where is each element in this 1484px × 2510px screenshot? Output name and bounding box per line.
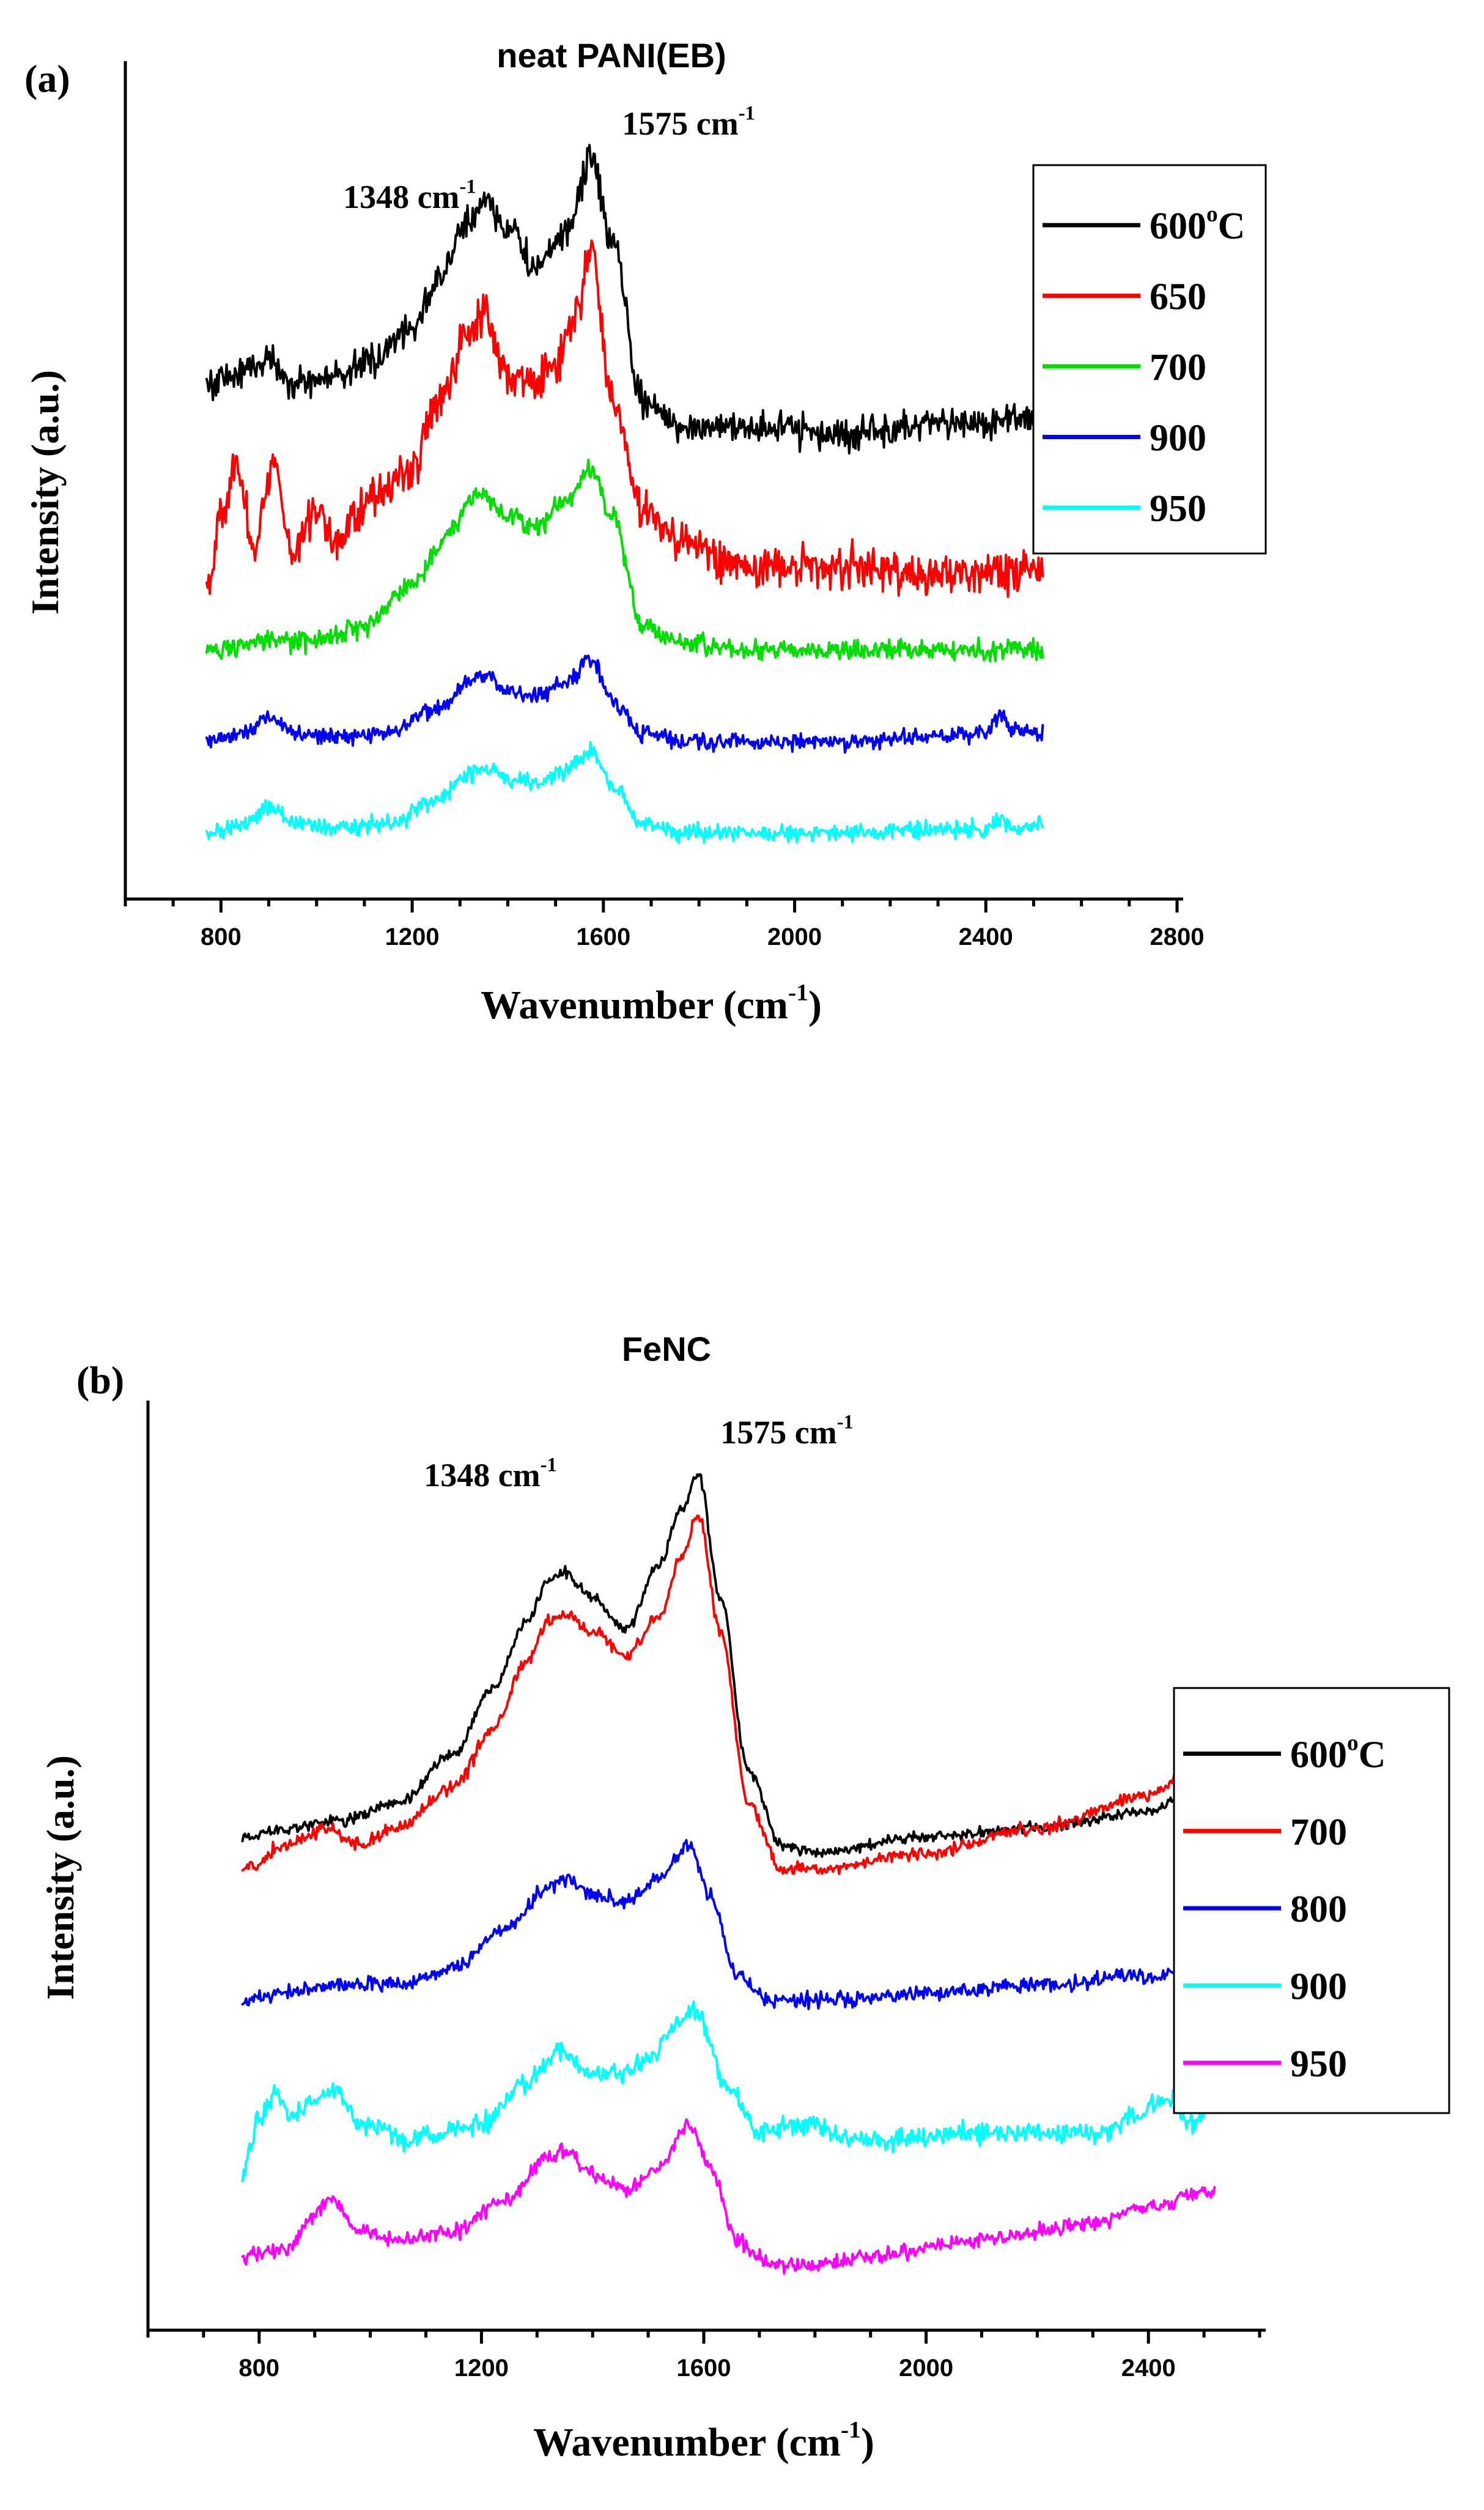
peak-label-1575: 1575 cm-1 <box>720 1412 853 1451</box>
x-axis-title-sup: -1 <box>788 979 808 1005</box>
x-tick-label: 800 <box>201 924 242 950</box>
legend-label-800: 800 <box>1290 1889 1347 1930</box>
series-line-600 <box>205 144 1044 455</box>
panel-a: (a) neat PANI(EB) 800 1200 1600 2000 2400 2800 W… <box>23 36 1267 1027</box>
x-tick-label: 2000 <box>899 2355 953 2382</box>
legend-label-950-text: 950 <box>1150 488 1206 530</box>
legend-label-950: 950 <box>1290 2043 1347 2085</box>
legend-label-600-text: 600 <box>1150 205 1206 247</box>
x-tick-label: 1600 <box>576 924 630 950</box>
legend-label-900-text: 900 <box>1150 418 1206 459</box>
peak-label-1348-text: 1348 cm <box>424 1457 540 1494</box>
legend-label-950-text: 950 <box>1290 2043 1347 2085</box>
peak-label-1575-sup: -1 <box>837 1412 854 1434</box>
legend-label-650: 650 <box>1150 276 1206 318</box>
chart-title: neat PANI(EB) <box>497 36 726 75</box>
legend-label-900: 900 <box>1290 1966 1347 2008</box>
series-line-650 <box>205 239 1044 598</box>
series-line-950 <box>205 741 1044 844</box>
peak-label-1575-sup: -1 <box>739 103 755 125</box>
x-axis-title-tail: ) <box>808 983 822 1027</box>
legend-label-700-text: 700 <box>1290 1812 1347 1853</box>
peak-label-1575: 1575 cm-1 <box>622 103 755 142</box>
series-line-700 <box>205 458 1044 663</box>
legend-label-700: 700 <box>1290 1812 1347 1853</box>
panel-b: (b) FeNC 800 1200 1600 2000 2400 Wavenumber (cm… <box>39 1330 1450 2465</box>
chart-title: FeNC <box>622 1330 711 1368</box>
x-axis-title-tail: ) <box>861 2420 874 2465</box>
legend-label-600-tail: C <box>1218 205 1246 247</box>
legend-box <box>1032 164 1267 555</box>
x-axis-title: Wavenumber (cm-1) <box>533 2416 874 2465</box>
legend-label-650-text: 650 <box>1150 276 1206 318</box>
x-tick-label: 800 <box>238 2355 279 2382</box>
series-line-900 <box>205 654 1044 754</box>
x-axis-title-text: Wavenumber (cm <box>533 2420 841 2465</box>
panel-label: (b) <box>76 1358 124 1402</box>
legend-label-600-text: 600 <box>1290 1734 1347 1775</box>
peak-label-1348: 1348 cm-1 <box>343 176 476 215</box>
y-axis-title: Intensity (a.u.) <box>23 370 67 615</box>
legend-label-600: 600oC <box>1150 202 1245 247</box>
legend-label-900: 900 <box>1150 418 1206 459</box>
x-axis-title-sup: -1 <box>841 2416 861 2443</box>
peak-label-1348-sup: -1 <box>541 1454 557 1476</box>
peak-label-1575-text: 1575 cm <box>622 105 738 142</box>
y-axis-title: Intensity (a.u.) <box>39 1755 82 2000</box>
legend-label-700: 700 <box>1150 347 1206 388</box>
legend-label-600-sup: o <box>1347 1731 1359 1756</box>
legend-label-900-text: 900 <box>1290 1966 1347 2008</box>
series-line-700 <box>241 1514 1216 1875</box>
legend-label-600-tail: C <box>1359 1734 1386 1775</box>
series-line-800 <box>241 1838 1216 2010</box>
legend-label-700-text: 700 <box>1150 347 1206 388</box>
series-line-950 <box>241 2118 1216 2275</box>
legend-label-600-sup: o <box>1206 202 1218 227</box>
x-axis-title-text: Wavenumber (cm <box>481 983 788 1027</box>
series-line-600 <box>241 1473 1216 1858</box>
peak-label-1348-text: 1348 cm <box>343 179 459 215</box>
series-line-900 <box>241 2000 1216 2183</box>
x-tick-label: 1200 <box>454 2355 509 2382</box>
peak-label-1348: 1348 cm-1 <box>424 1454 556 1494</box>
x-tick-label: 1600 <box>677 2355 731 2382</box>
x-tick-label: 1200 <box>385 924 440 950</box>
legend-label-600: 600oC <box>1290 1731 1386 1776</box>
legend-box <box>1173 1687 1450 2114</box>
x-tick-label: 2400 <box>959 924 1013 950</box>
legend-label-950: 950 <box>1150 488 1206 530</box>
x-tick-label: 2000 <box>767 924 822 950</box>
x-tick-label: 2800 <box>1150 924 1205 950</box>
x-tick-label: 2400 <box>1121 2355 1176 2382</box>
panel-label: (a) <box>24 57 70 100</box>
peak-label-1348-sup: -1 <box>460 176 476 198</box>
legend-label-800-text: 800 <box>1290 1889 1347 1930</box>
x-axis-title: Wavenumber (cm-1) <box>481 979 822 1027</box>
peak-label-1575-text: 1575 cm <box>720 1414 836 1451</box>
